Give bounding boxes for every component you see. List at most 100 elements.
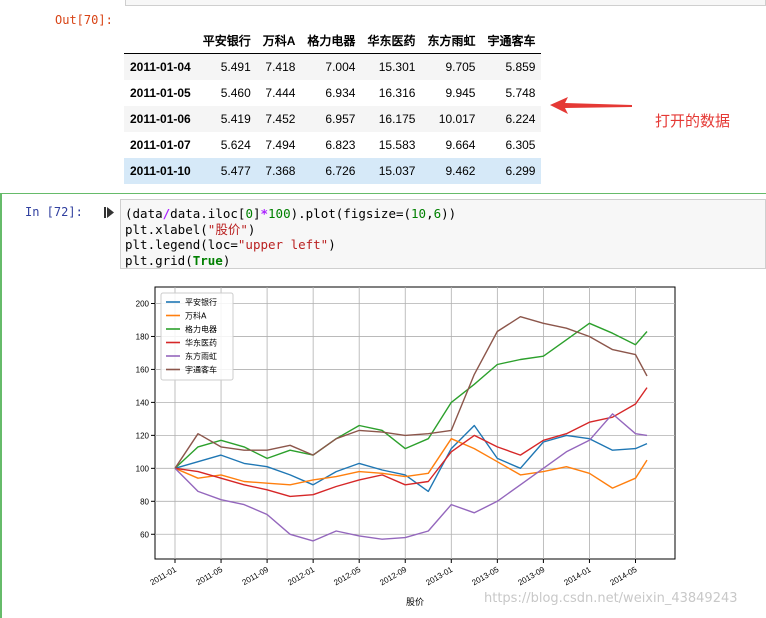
code-text: , [426, 206, 434, 221]
y-tick-label: 160 [136, 365, 150, 374]
output-prompt: Out[70]: [55, 13, 113, 27]
table-cell: 9.945 [445, 86, 476, 100]
table-row: 2011-01-07 5.624 7.494 6.823 15.583 9.66… [124, 132, 541, 158]
x-tick-label: 2014-05 [609, 565, 639, 588]
series-line [174, 322, 648, 469]
code-operator: * [260, 206, 269, 221]
table-cell: 9.664 [445, 138, 476, 152]
code-text: ) [222, 252, 231, 268]
y-tick-label: 120 [136, 431, 150, 440]
table-cell: 6.299 [505, 164, 536, 178]
y-tick-label: 60 [140, 530, 149, 539]
table-row: 2011-01-04 5.491 7.418 7.004 15.301 9.70… [124, 53, 542, 80]
table-cell: 7.452 [265, 112, 296, 126]
table-header-row: 平安银行 万科A 格力电器 华东医药 东方雨虹 宇通客车 [124, 27, 542, 54]
code-text: data.iloc[ [170, 206, 246, 221]
column-header: 万科A [256, 27, 302, 54]
x-tick-label: 2011-01 [149, 565, 179, 587]
table-cell: 7.494 [265, 138, 296, 152]
code-text: plt.legend(loc= [125, 237, 238, 252]
code-number: 6 [433, 206, 442, 221]
code-text: plt.xlabel( [125, 221, 208, 237]
code-editor[interactable]: (data/data.iloc[0]*100).plot(figsize=(10… [120, 199, 766, 269]
x-tick-label: 2014-01 [563, 565, 593, 588]
table-cell: 6.823 [325, 138, 356, 152]
series-line [174, 387, 648, 498]
code-string: "股价" [207, 221, 248, 237]
x-tick-label: 2013-01 [424, 565, 454, 588]
watermark: https://blog.csdn.net/weixin_43849243 [484, 591, 738, 606]
y-tick-label: 180 [136, 332, 150, 341]
table-cell: 16.175 [378, 112, 416, 126]
plot-output: 60 80 100 120 140 160 180 200 2011-01 2011-05 2011… [123, 277, 683, 616]
previous-cell-input [125, 0, 766, 6]
table-cell: 6.957 [325, 112, 356, 126]
table-cell: 15.037 [378, 164, 416, 178]
table-cell: 5.460 [220, 86, 251, 100]
code-text: ] [252, 206, 261, 221]
legend-label: 格力电器 [185, 324, 217, 334]
series-line [174, 437, 648, 489]
table-cell: 5.477 [220, 164, 251, 178]
series-line [174, 316, 648, 469]
line-chart: 60 80 100 120 140 160 180 200 2011-01 2011-05 2011… [136, 286, 676, 608]
row-index: 2011-01-06 [130, 112, 191, 126]
legend-label: 平安银行 [185, 297, 217, 307]
row-index: 2011-01-04 [130, 60, 191, 74]
table-row: 2011-01-05 5.460 7.444 6.934 16.316 9.94… [124, 80, 541, 106]
row-index: 2011-01-10 [130, 164, 191, 178]
table-cell: 16.316 [378, 86, 416, 100]
y-tick-label: 140 [136, 398, 150, 407]
table-cell: 6.934 [325, 86, 356, 100]
x-tick-label: 2012-01 [286, 565, 316, 588]
table-cell: 6.305 [505, 138, 536, 152]
annotation-arrow-icon [550, 97, 632, 114]
series-line [174, 413, 648, 542]
input-prompt: In [72]: [25, 205, 83, 219]
code-number: 100 [268, 206, 291, 221]
index-header [124, 27, 197, 54]
code-keyword: True [192, 252, 223, 268]
table-cell: 15.583 [378, 138, 416, 152]
legend-label: 东方雨虹 [185, 351, 217, 361]
y-tick-label: 200 [136, 299, 150, 308]
table-cell: 5.491 [220, 60, 251, 74]
table-cell: 5.419 [220, 112, 251, 126]
table-cell: 6.224 [505, 112, 536, 126]
x-tick-label: 2012-09 [378, 565, 408, 588]
table-cell: 5.624 [220, 138, 251, 152]
legend-label: 宇通客车 [185, 365, 217, 375]
code-number: 0 [245, 206, 253, 221]
table-cell: 15.301 [378, 60, 416, 74]
code-number: 10 [411, 206, 427, 221]
table-cell: 7.004 [325, 60, 356, 74]
table-cell: 7.418 [265, 60, 296, 74]
table-cell: 5.748 [505, 86, 536, 100]
table-row: 2011-01-10 5.477 7.368 6.726 15.037 9.46… [124, 158, 542, 184]
code-string: "upper left" [237, 237, 329, 252]
legend-label: 万科A [185, 311, 207, 321]
table-cell: 10.017 [438, 112, 476, 126]
table-cell: 7.444 [265, 86, 296, 100]
table-row: 2011-01-06 5.419 7.452 6.957 16.175 10.0… [124, 106, 542, 132]
x-axis-label: 股价 [406, 597, 424, 608]
column-header: 格力电器 [301, 27, 362, 54]
table-cell: 6.726 [325, 164, 356, 178]
code-operator: / [162, 206, 171, 221]
y-tick-label: 80 [140, 497, 149, 506]
code-text: ) [247, 221, 256, 237]
code-text: ).plot(figsize=( [290, 206, 412, 221]
run-cell-icon[interactable] [104, 207, 114, 219]
code-text: )) [441, 206, 457, 221]
x-tick-label: 2013-09 [516, 565, 546, 588]
x-tick-label: 2012-05 [332, 565, 362, 588]
row-index: 2011-01-05 [130, 86, 191, 100]
code-text: plt.grid( [125, 252, 193, 268]
x-tick-label: 2011-09 [241, 565, 271, 587]
code-text: ) [328, 237, 336, 252]
annotation-text: 打开的数据 [655, 112, 731, 130]
row-index: 2011-01-07 [130, 138, 191, 152]
column-header: 华东医药 [361, 27, 422, 54]
x-tick-label: 2011-05 [195, 565, 225, 587]
legend-label: 华东医药 [185, 338, 217, 348]
